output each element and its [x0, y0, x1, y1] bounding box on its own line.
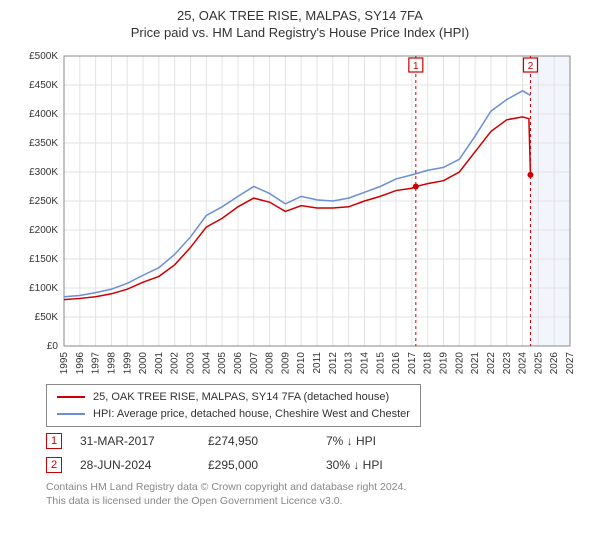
svg-text:2012: 2012	[328, 352, 339, 375]
svg-text:£250K: £250K	[29, 196, 58, 207]
svg-text:2026: 2026	[549, 352, 560, 375]
svg-text:2008: 2008	[265, 352, 276, 375]
svg-text:2018: 2018	[423, 352, 434, 375]
svg-text:1995: 1995	[59, 352, 70, 375]
legend-row: HPI: Average price, detached house, Ches…	[57, 406, 410, 423]
svg-text:1999: 1999	[122, 352, 133, 375]
svg-text:£0: £0	[47, 341, 59, 352]
svg-text:£50K: £50K	[35, 312, 59, 323]
svg-text:1997: 1997	[91, 352, 102, 375]
svg-text:2020: 2020	[454, 352, 465, 375]
events-table: 1 31-MAR-2017 £274,950 7% ↓ HPI 2 28-JUN-2024…	[46, 433, 582, 473]
svg-text:2005: 2005	[217, 352, 228, 375]
svg-text:2001: 2001	[154, 352, 165, 375]
event-price: £295,000	[208, 458, 308, 472]
svg-text:2015: 2015	[375, 352, 386, 375]
event-badge: 1	[46, 433, 62, 449]
svg-text:2021: 2021	[470, 352, 481, 375]
svg-text:2011: 2011	[312, 352, 323, 374]
svg-text:2003: 2003	[186, 352, 197, 375]
svg-text:2002: 2002	[170, 352, 181, 375]
svg-text:2023: 2023	[502, 352, 513, 375]
event-badge: 2	[46, 457, 62, 473]
legend-swatch	[57, 396, 85, 398]
legend-label: 25, OAK TREE RISE, MALPAS, SY14 7FA (det…	[93, 389, 389, 406]
svg-text:£150K: £150K	[29, 254, 58, 265]
svg-text:2007: 2007	[249, 352, 260, 375]
event-change: 7% ↓ HPI	[326, 434, 436, 448]
svg-text:2024: 2024	[518, 352, 529, 375]
svg-text:2022: 2022	[486, 352, 497, 375]
svg-text:£200K: £200K	[29, 225, 58, 236]
svg-text:2010: 2010	[296, 352, 307, 375]
footer-line-1: Contains HM Land Registry data © Crown c…	[46, 481, 582, 495]
legend: 25, OAK TREE RISE, MALPAS, SY14 7FA (det…	[46, 384, 421, 427]
svg-text:2014: 2014	[359, 352, 370, 375]
svg-text:2016: 2016	[391, 352, 402, 375]
footer-attribution: Contains HM Land Registry data © Crown c…	[46, 481, 582, 508]
event-row: 1 31-MAR-2017 £274,950 7% ↓ HPI	[46, 433, 582, 449]
event-date: 28-JUN-2024	[80, 458, 190, 472]
footer-line-2: This data is licensed under the Open Gov…	[46, 495, 582, 509]
svg-text:2: 2	[528, 61, 534, 72]
event-price: £274,950	[208, 434, 308, 448]
svg-text:1: 1	[413, 61, 419, 72]
svg-text:2025: 2025	[533, 352, 544, 375]
legend-swatch	[57, 413, 85, 415]
svg-text:£100K: £100K	[29, 283, 58, 294]
svg-text:2019: 2019	[439, 352, 450, 375]
svg-text:2009: 2009	[280, 352, 291, 375]
svg-text:2017: 2017	[407, 352, 418, 375]
svg-text:2006: 2006	[233, 352, 244, 375]
legend-row: 25, OAK TREE RISE, MALPAS, SY14 7FA (det…	[57, 389, 410, 406]
svg-text:1998: 1998	[106, 352, 117, 375]
svg-text:2004: 2004	[201, 352, 212, 375]
svg-text:1996: 1996	[75, 352, 86, 375]
svg-text:£400K: £400K	[29, 109, 58, 120]
svg-text:£350K: £350K	[29, 138, 58, 149]
svg-text:£450K: £450K	[29, 80, 58, 91]
svg-text:2027: 2027	[565, 352, 576, 375]
event-date: 31-MAR-2017	[80, 434, 190, 448]
svg-text:£500K: £500K	[29, 51, 58, 62]
legend-label: HPI: Average price, detached house, Ches…	[93, 406, 410, 423]
event-change: 30% ↓ HPI	[326, 458, 436, 472]
svg-text:2013: 2013	[344, 352, 355, 375]
page-subtitle: Price paid vs. HM Land Registry's House …	[10, 25, 590, 40]
price-chart: £0 £50K £100K £150K £200K £250K £300K £350K £400…	[20, 50, 580, 380]
svg-text:£300K: £300K	[29, 167, 58, 178]
event-row: 2 28-JUN-2024 £295,000 30% ↓ HPI	[46, 457, 582, 473]
page-title: 25, OAK TREE RISE, MALPAS, SY14 7FA	[10, 8, 590, 23]
svg-text:2000: 2000	[138, 352, 149, 375]
